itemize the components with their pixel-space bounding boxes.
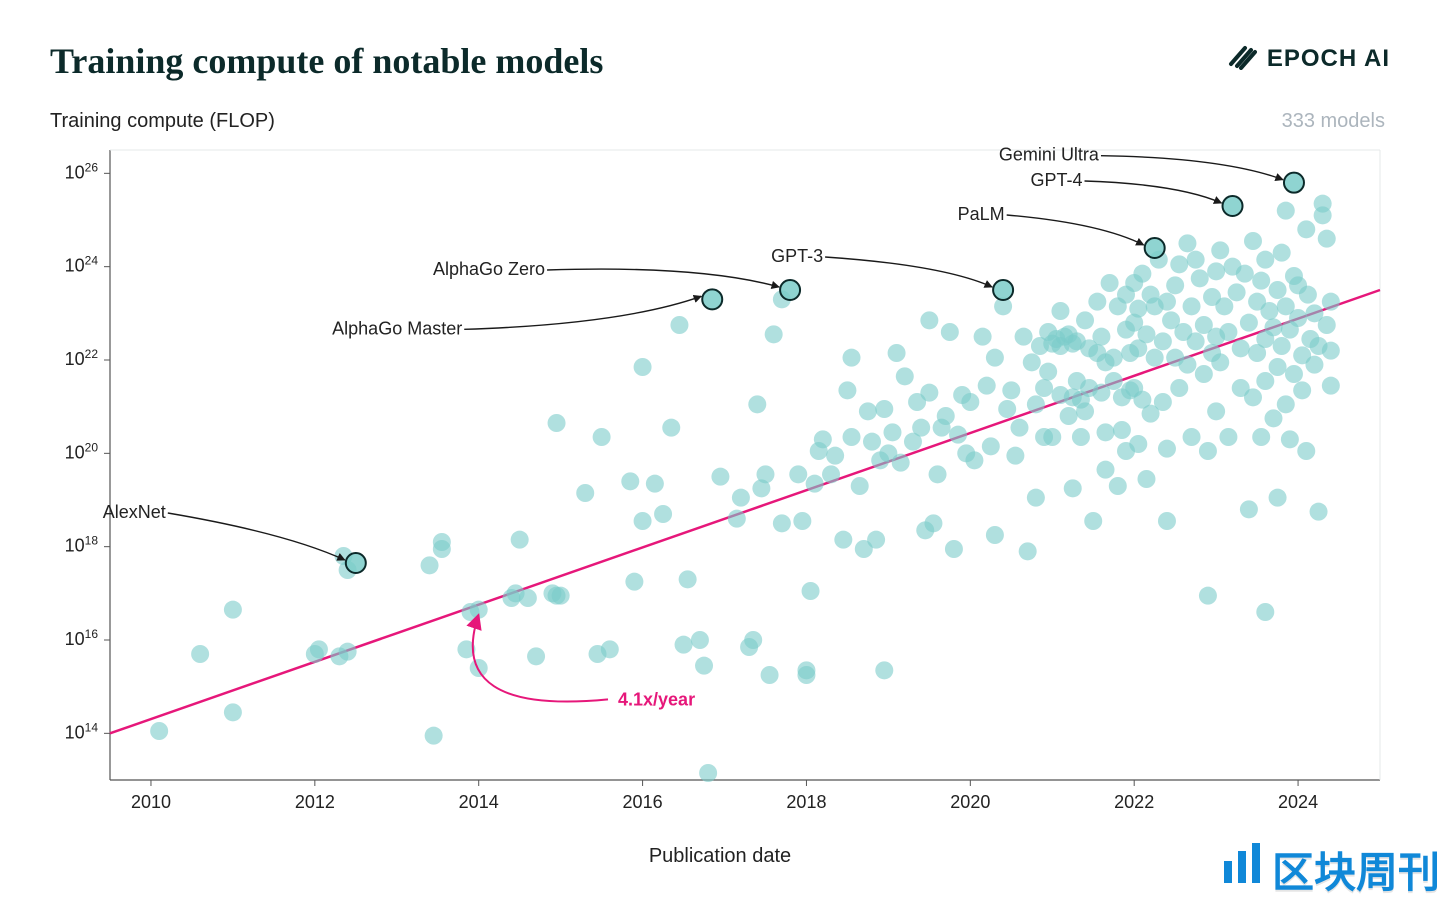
svg-text:Gemini Ultra: Gemini Ultra (999, 145, 1100, 165)
y-axis-label: Training compute (FLOP) (50, 110, 275, 133)
svg-text:2010: 2010 (131, 792, 171, 812)
svg-text:4.1x/year: 4.1x/year (618, 689, 695, 709)
svg-text:2016: 2016 (623, 792, 663, 812)
epoch-logo-icon (1227, 40, 1257, 77)
svg-text:1014: 1014 (65, 720, 99, 742)
x-axis-label: Publication date (50, 845, 1390, 868)
model-count-label: 333 models (1282, 110, 1385, 133)
svg-text:AlphaGo Master: AlphaGo Master (332, 318, 462, 338)
svg-text:GPT-4: GPT-4 (1031, 170, 1083, 190)
svg-text:AlexNet: AlexNet (103, 502, 166, 522)
watermark-text: 区块周刊 (1272, 839, 1440, 900)
chart-title: Training compute of notable models (50, 40, 603, 82)
watermark-logo-icon (1218, 841, 1266, 899)
svg-text:2024: 2024 (1278, 792, 1318, 812)
svg-text:2012: 2012 (295, 792, 335, 812)
svg-text:1016: 1016 (65, 627, 99, 649)
svg-text:GPT-3: GPT-3 (771, 246, 823, 266)
brand-text: EPOCH AI (1267, 45, 1390, 73)
svg-text:PaLM: PaLM (958, 204, 1005, 224)
svg-text:1020: 1020 (65, 440, 99, 462)
watermark: 区块周刊 (1218, 839, 1440, 900)
scatter-chart: 2010 2012 2014 2016 2018 2020 2022 2024 1014 1016… (50, 140, 1390, 820)
svg-text:1024: 1024 (65, 254, 99, 276)
brand-logo: EPOCH AI (1227, 40, 1390, 77)
svg-text:2018: 2018 (786, 792, 826, 812)
svg-text:1022: 1022 (65, 347, 99, 369)
svg-text:2014: 2014 (459, 792, 499, 812)
svg-text:1026: 1026 (65, 160, 99, 182)
svg-text:2020: 2020 (950, 792, 990, 812)
svg-text:2022: 2022 (1114, 792, 1154, 812)
svg-text:AlphaGo Zero: AlphaGo Zero (433, 259, 545, 279)
svg-text:1018: 1018 (65, 534, 99, 556)
